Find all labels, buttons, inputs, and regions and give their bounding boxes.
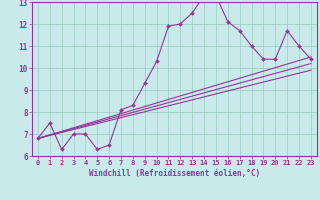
X-axis label: Windchill (Refroidissement éolien,°C): Windchill (Refroidissement éolien,°C) bbox=[89, 169, 260, 178]
